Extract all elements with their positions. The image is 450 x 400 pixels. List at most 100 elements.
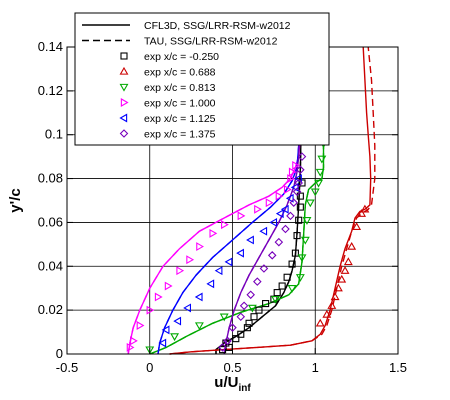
diamond-marker — [223, 336, 232, 346]
triangle-right-marker — [254, 204, 262, 214]
diamond-marker — [274, 237, 284, 247]
triangle-right-marker — [176, 266, 185, 276]
diamond-marker — [218, 343, 227, 352]
y-tick-label: 0.08 — [38, 171, 63, 186]
square-marker — [262, 300, 270, 308]
triangle-up-marker — [357, 209, 367, 217]
triangle-up-marker — [315, 318, 325, 327]
triangle-down-marker — [315, 168, 325, 177]
x-tick-label: 0.5 — [223, 360, 241, 375]
legend-label: exp x/c = 0.813 — [144, 82, 216, 94]
y-axis-title: y'/c — [7, 188, 24, 212]
y-tick-label: 0.12 — [38, 83, 63, 98]
triangle-right-marker — [126, 342, 135, 352]
x-axis-title-main: u/U — [214, 374, 238, 391]
triangle-up-marker — [343, 257, 353, 266]
triangle-left-marker — [259, 226, 268, 236]
triangle-up-marker — [330, 292, 340, 301]
triangle-left-marker — [158, 338, 167, 348]
diamond-marker — [292, 187, 302, 197]
tau-curve — [169, 46, 376, 355]
triangle-right-marker — [287, 174, 296, 184]
triangle-left-marker — [236, 248, 244, 258]
diamond-marker — [297, 152, 307, 161]
diamond-marker — [228, 323, 237, 332]
square-marker — [245, 319, 253, 327]
triangle-up-marker — [347, 241, 357, 250]
x-tick-label: -0.5 — [56, 360, 78, 375]
square-marker — [278, 282, 286, 290]
triangle-right-marker — [154, 292, 163, 302]
square-marker — [288, 260, 296, 268]
triangle-left-marker — [285, 193, 294, 203]
triangle-up-marker — [119, 66, 129, 75]
triangle-left-marker — [224, 257, 233, 267]
square-marker — [296, 203, 304, 211]
triangle-left-marker — [246, 235, 254, 245]
triangle-down-marker — [145, 346, 155, 355]
x-axis-title-subscript: inf — [238, 383, 251, 394]
triangle-up-marker — [322, 309, 332, 318]
diamond-marker — [253, 277, 262, 286]
triangle-right-marker — [186, 255, 195, 265]
square-marker — [293, 232, 301, 240]
y-tick-label: 0.1 — [45, 127, 63, 142]
legend-label: exp x/c = 0.688 — [144, 67, 216, 79]
triangle-up-marker — [337, 274, 347, 283]
y-tick-label: 0 — [56, 346, 63, 361]
experimental-markers — [126, 140, 370, 355]
square-marker — [120, 52, 128, 60]
square-marker — [250, 313, 258, 321]
square-marker — [237, 330, 245, 338]
triangle-down-marker — [300, 236, 310, 245]
y-tick-label: 0.02 — [38, 302, 63, 317]
triangle-left-marker — [290, 182, 299, 192]
triangle-right-marker — [196, 242, 205, 251]
triangle-left-marker — [214, 266, 223, 276]
diamond-marker — [294, 178, 303, 188]
square-marker — [219, 346, 227, 354]
square-marker — [243, 324, 251, 332]
diamond-marker — [286, 211, 295, 221]
triangle-left-marker — [161, 325, 170, 335]
diamond-marker — [296, 165, 305, 175]
triangle-down-marker — [295, 274, 305, 282]
triangle-down-marker — [170, 333, 180, 342]
triangle-right-marker — [209, 228, 218, 238]
diamond-marker — [289, 198, 299, 207]
triangle-left-marker — [173, 316, 182, 326]
triangle-down-marker — [271, 296, 280, 304]
legend-label: exp x/c = 1.000 — [144, 98, 216, 110]
triangle-right-marker — [292, 160, 300, 170]
square-marker — [283, 273, 291, 281]
triangle-up-marker — [327, 301, 337, 309]
triangle-down-marker — [302, 217, 312, 225]
triangle-left-marker — [194, 292, 203, 302]
triangle-right-marker — [221, 220, 229, 230]
triangle-up-marker — [352, 222, 362, 230]
diamond-marker — [259, 264, 269, 273]
triangle-right-marker — [275, 191, 284, 201]
triangle-left-marker — [119, 113, 128, 123]
triangle-right-marker — [120, 98, 129, 107]
triangle-left-marker — [280, 204, 289, 214]
x-tick-label: 0 — [146, 360, 153, 375]
triangle-left-marker — [269, 217, 278, 227]
legend-label: CFL3D, SSG/LRR-RSM-w2012 — [144, 20, 291, 32]
legend: CFL3D, SSG/LRR-RSM-w2012 TAU, SSG/LRR-RSM… — [74, 12, 330, 146]
legend-label: exp x/c = 1.125 — [144, 113, 216, 125]
legend-label: TAU, SSG/LRR-RSM-w2012 — [144, 36, 278, 48]
square-marker — [295, 216, 303, 224]
triangle-right-marker — [288, 167, 297, 177]
triangle-right-marker — [164, 281, 173, 291]
diamond-marker — [281, 224, 290, 234]
tau-curve — [223, 46, 302, 355]
tau-curve — [149, 46, 325, 355]
diamond-marker — [239, 301, 249, 311]
square-marker — [298, 179, 306, 187]
square-marker — [232, 335, 240, 343]
triangle-down-marker — [305, 199, 315, 208]
y-tick-label: 0.06 — [38, 214, 63, 229]
y-tick-label: 0.14 — [38, 39, 63, 54]
triangle-up-marker — [333, 283, 343, 292]
